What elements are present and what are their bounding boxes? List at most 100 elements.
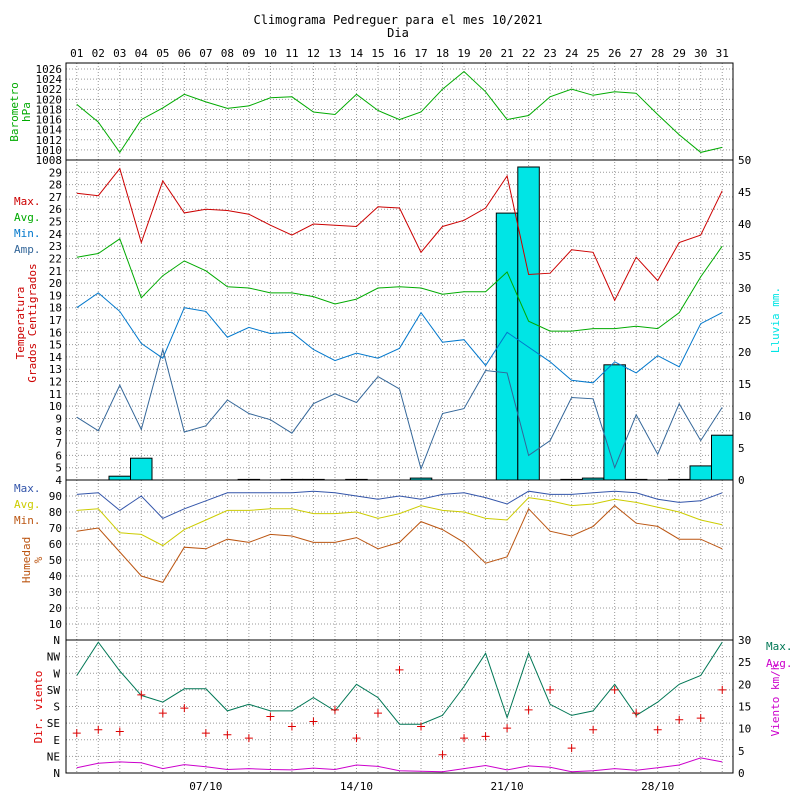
temperature-legend-item: Amp. [14,243,41,256]
day-label: 10 [264,47,277,60]
day-label: 02 [92,47,105,60]
temperature-line-max [76,167,723,302]
date-tick-label: 14/10 [340,780,373,793]
temperature-tick-label: 8 [55,425,62,438]
wind-speed-tick-label: 5 [738,745,745,758]
pressure-tick-label: 1014 [36,124,63,137]
day-label: 11 [285,47,298,60]
temperature-tick-label: 5 [55,462,62,475]
wind-direction-point [417,722,426,731]
humidity-axis-label-line: Humedad [20,537,33,583]
wind-speed-tick-label: 30 [738,634,751,647]
wind-direction-tick-label: E [53,734,60,747]
wind-direction-point [309,717,318,726]
rain-tick-label: 20 [738,346,751,359]
day-label: 20 [479,47,492,60]
pressure-tick-label: 1012 [36,134,63,147]
temperature-tick-label: 16 [49,326,62,339]
temperature-tick-label: 14 [49,351,63,364]
rain-axis-label: Lluvia mm. [769,287,782,353]
day-label: 26 [608,47,621,60]
pressure-tick-label: 1018 [36,103,63,116]
temperature-tick-label: 4 [55,474,62,487]
wind-direction-point [589,725,598,734]
day-label: 07 [199,47,212,60]
temperature-legend-item: Avg. [14,211,41,224]
wind-direction-point [567,744,576,753]
temperature-tick-label: 27 [49,191,62,204]
day-label: 13 [328,47,341,60]
day-labels: 01 02 03 04 05 06 07 08 09 10 11 12 13 14 15 16 17 18 19 20… [70,47,729,60]
date-tick-label: 21/10 [491,780,524,793]
wind-direction-point [244,734,253,743]
day-label: 29 [673,47,686,60]
wind-direction-tick-label: N [53,634,60,647]
rain-tick-label: 10 [738,410,751,423]
rain-tick-label: 40 [738,218,751,231]
temperature-tick-label: 9 [55,412,62,425]
rain-tick-label: 5 [738,442,745,455]
rain-bar [517,166,540,481]
wind-direction-point [223,730,232,739]
wind-direction-point [352,734,361,743]
pressure-axis-label-line: Barometro [8,82,21,142]
pressure-tick-label: 1020 [36,93,63,106]
temperature-tick-label: 25 [49,216,62,229]
wind-direction-tick-label: NE [47,750,60,763]
humidity-legend-item: Max. [14,482,41,495]
temperature-tick-label: 23 [49,240,62,253]
temperature-line-avg [76,238,723,332]
pressure-tick-label: 1008 [36,154,63,167]
chart-title: Climograma Pedreguer para el mes 10/2021 [254,13,543,27]
day-label: 05 [156,47,169,60]
rain-tick-label: 45 [738,186,751,199]
wind-direction-tick-label: SE [47,717,60,730]
wind-speed-tick-label: 0 [738,767,745,780]
temperature-legend-item: Min. [14,227,41,240]
wind-direction-point [481,732,490,741]
temperature-rain-panel: 4567891011121314151617181920212223242526… [14,154,782,487]
wind-speed-line-avg [76,757,723,773]
day-label: 21 [500,47,513,60]
temperature-legend-item: Max. [14,195,41,208]
wind-direction-tick-label: N [53,767,60,780]
day-label: 15 [371,47,384,60]
day-label: 03 [113,47,126,60]
wind-direction-point [201,729,210,738]
temperature-tick-label: 13 [49,363,62,376]
humidity-tick-label: 10 [49,618,62,631]
day-label: 09 [242,47,255,60]
panel-frames [65,62,734,774]
pressure-tick-label: 1024 [36,73,63,86]
humidity-axis-label-line: % [32,556,45,563]
humidity-tick-label: 80 [49,506,62,519]
temperature-tick-label: 11 [49,388,62,401]
wind-speed-tick-label: 15 [738,701,751,714]
wind-direction-point [94,725,103,734]
temperature-axis-label-line: Grados Centigrados [26,263,39,382]
humidity-panel: 10 20 30 40 50 60 70 80 90 Max. Avg. Min. Humedad% [14,482,733,631]
wind-direction-point [72,729,81,738]
rain-tick-label: 35 [738,250,751,263]
temperature-tick-label: 15 [49,339,62,352]
wind-direction-point [696,714,705,723]
pressure-tick-label: 1010 [36,144,63,157]
rain-bar [130,457,153,481]
wind-direction-point [632,709,641,718]
temperature-tick-label: 22 [49,252,62,265]
wind-direction-point [266,712,275,721]
wind-speed-tick-label: 25 [738,656,751,669]
day-label: 22 [522,47,535,60]
humidity-line-avg [76,497,723,547]
humidity-tick-label: 50 [49,554,62,567]
rain-axis-label-line: Lluvia mm. [769,287,782,353]
humidity-tick-label: 30 [49,586,62,599]
wind-direction-point [610,685,619,694]
wind-speed-tick-label: 10 [738,723,751,736]
day-label: 25 [587,47,600,60]
day-label: 30 [694,47,707,60]
wind-direction-point [158,709,167,718]
humidity-tick-label: 40 [49,570,62,583]
